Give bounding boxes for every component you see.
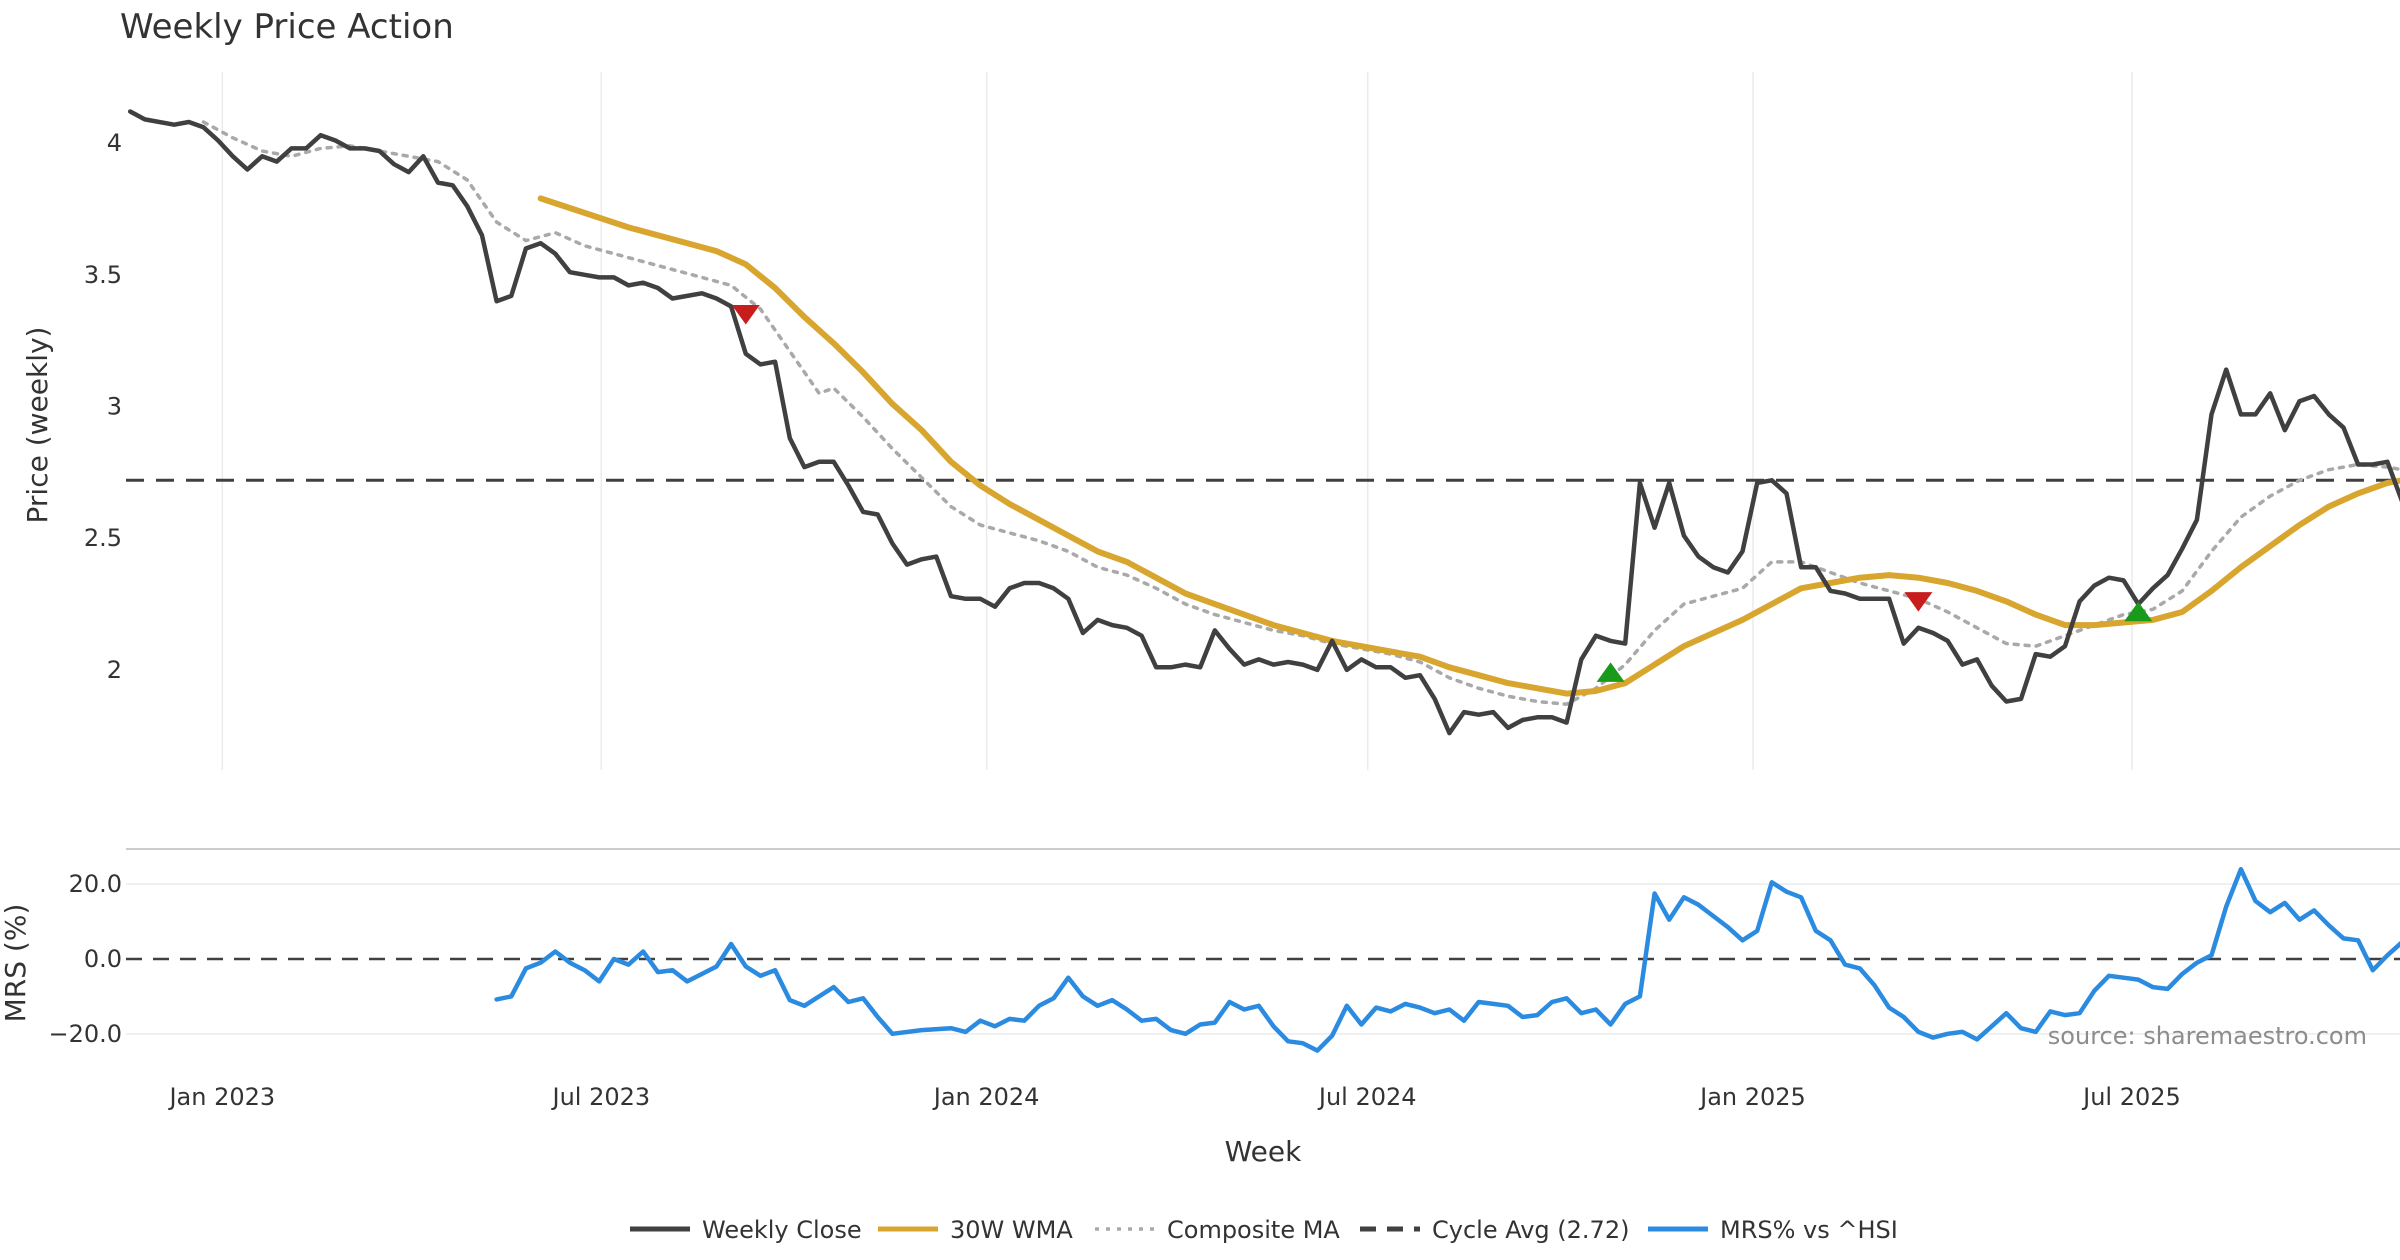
price-markers-group [731,304,2153,682]
price-y-tick-label: 4 [107,129,122,157]
buy-signal-marker-3 [2124,601,2153,622]
sell-signal-marker-0 [731,304,760,325]
price-y-axis-label: Price (weekly) [21,327,54,524]
price-y-ticks: 2 2.5 3 3.5 4 [84,129,122,684]
legend-label-1: 30W WMA [950,1216,1073,1244]
mrs-y-tick-label: −20.0 [48,1020,122,1048]
legend-label-4: MRS% vs ^HSI [1720,1216,1898,1244]
price-y-tick-label: 3.5 [84,261,122,289]
mrs-y-axis-label: MRS (%) [0,904,32,1023]
x-tick-label: Jan 2023 [167,1083,275,1111]
source-annotation: source: sharemaestro.com [2048,1022,2367,1050]
series-composite-ma [201,120,2400,706]
price-y-tick-label: 3 [107,393,122,421]
legend: Weekly Close 30W WMA Composite MA Cycle Avg… [630,1216,1898,1244]
x-ticks: Jan 2023 Jul 2023 Jan 2024 Jul 2024 Jan 2025… [167,1083,2180,1111]
mrs-y-tick-label: 0.0 [84,945,122,973]
legend-label-0: Weekly Close [702,1216,862,1244]
mrs-y-ticks: 20.0 0.0 −20.0 [48,870,122,1048]
chart-title: Weekly Price Action [120,7,454,47]
x-tick-label: Jan 2024 [932,1083,1040,1111]
legend-label-3: Cycle Avg (2.72) [1432,1216,1629,1244]
series-30w-wma [537,195,2400,697]
legend-label-2: Composite MA [1167,1216,1340,1244]
x-tick-label: Jul 2023 [550,1083,650,1111]
mrs-series-group [126,866,2400,1053]
series-weekly-close [127,109,2400,736]
price-y-tick-label: 2.5 [84,524,122,552]
sell-signal-marker-2 [1904,592,1933,612]
price-grid [221,72,2133,770]
price-y-tick-label: 2 [107,656,122,684]
series-mrs-vs-hsi [494,866,2400,1053]
mrs-grid [126,883,2400,1035]
x-tick-label: Jul 2025 [2081,1083,2181,1111]
x-tick-label: Jul 2024 [1317,1083,1417,1111]
x-axis-label: Week [1225,1135,1302,1168]
price-series-group [126,109,2400,736]
buy-signal-marker-1 [1596,662,1625,682]
x-tick-label: Jan 2025 [1698,1083,1806,1111]
mrs-y-tick-label: 20.0 [69,870,122,898]
